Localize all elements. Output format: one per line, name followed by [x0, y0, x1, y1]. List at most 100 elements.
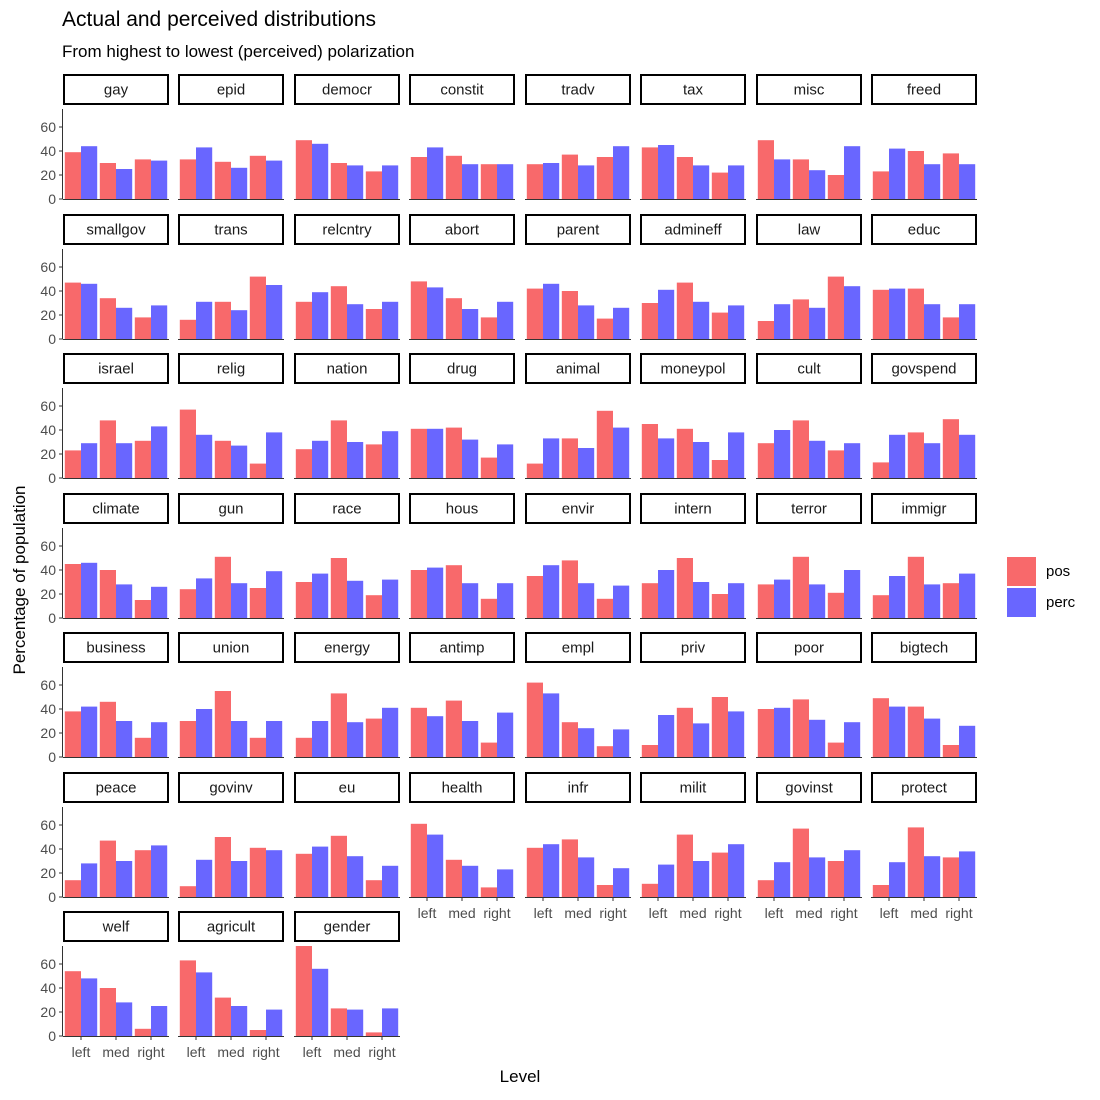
bar-empl-right-pos: [596, 746, 613, 757]
bar-race-left-pos: [295, 582, 312, 618]
bar-trans-left-perc: [196, 301, 213, 339]
bar-business-med-perc: [116, 721, 133, 757]
bar-gay-med-perc: [116, 169, 133, 199]
facet-strip-label-priv: priv: [681, 640, 706, 657]
legend-label-perc: perc: [1046, 594, 1076, 611]
bar-gender-med-pos: [330, 1008, 347, 1036]
bar-drug-med-perc: [462, 439, 479, 478]
bar-constit-right-perc: [497, 164, 514, 199]
bar-tradv-left-pos: [526, 164, 543, 199]
y-tick-label-20: 20: [40, 1004, 56, 1020]
x-tick-label-med: med: [564, 905, 591, 921]
bar-intern-med-pos: [676, 558, 693, 618]
facet-strip-label-energy: energy: [324, 640, 370, 657]
bar-priv-left-pos: [641, 745, 658, 757]
bar-climate-left-perc: [81, 562, 98, 618]
bar-relcntry-med-perc: [347, 304, 364, 339]
facet-strip-relig: [178, 353, 284, 384]
bar-cult-med-perc: [809, 440, 826, 478]
facet-strip-label-nation: nation: [327, 361, 368, 378]
y-tick-label-20: 20: [40, 307, 56, 323]
facet-strip-israel: [63, 353, 169, 384]
facet-strip-label-gun: gun: [218, 501, 243, 518]
facet-strip-label-peace: peace: [96, 780, 137, 797]
bar-milit-med-pos: [676, 834, 693, 897]
bar-milit-left-pos: [641, 883, 658, 897]
bar-business-med-pos: [99, 701, 116, 757]
bar-eu-right-pos: [365, 880, 382, 897]
bar-law-right-pos: [827, 276, 844, 339]
bar-immigr-right-perc: [959, 573, 976, 618]
x-tick-label-right: right: [714, 905, 741, 921]
bar-climate-left-pos: [64, 564, 81, 618]
bar-drug-med-pos: [445, 427, 462, 478]
bar-union-med-pos: [214, 691, 231, 757]
y-tick-label-0: 0: [48, 191, 56, 207]
facet-strip-freed: [871, 74, 977, 105]
facet-strip-label-cult: cult: [797, 361, 821, 378]
bar-tradv-right-perc: [613, 146, 630, 199]
bar-immigr-left-perc: [889, 576, 906, 618]
legend-item-pos: pos: [1007, 556, 1075, 587]
y-tick-label-60: 60: [40, 677, 56, 693]
bar-intern-right-pos: [711, 594, 728, 618]
bar-educ-right-perc: [959, 304, 976, 339]
bar-bigtech-left-pos: [872, 698, 889, 757]
bar-tax-right-perc: [728, 165, 745, 199]
bar-union-right-perc: [266, 721, 283, 757]
x-tick-label-right: right: [137, 1044, 164, 1060]
bar-race-right-pos: [365, 595, 382, 618]
facet-strip-relcntry: [294, 214, 400, 245]
bar-intern-left-pos: [641, 583, 658, 618]
bar-gun-left-perc: [196, 578, 213, 618]
bar-bigtech-right-pos: [942, 745, 959, 757]
x-tick-label-left: left: [765, 905, 784, 921]
bar-israel-med-perc: [116, 443, 133, 478]
y-tick-label-0: 0: [48, 610, 56, 626]
bar-govinv-med-pos: [214, 837, 231, 897]
facet-strip-label-tradv: tradv: [561, 82, 595, 99]
bar-race-right-perc: [382, 579, 399, 618]
bar-gender-right-pos: [365, 1032, 382, 1036]
facet-strip-business: [63, 632, 169, 663]
facet-strip-tradv: [525, 74, 631, 105]
bar-educ-left-perc: [889, 288, 906, 339]
facet-strip-immigr: [871, 493, 977, 524]
y-axis-label: Percentage of population: [10, 485, 29, 675]
x-tick-label-med: med: [910, 905, 937, 921]
bar-parent-med-perc: [578, 305, 595, 339]
facet-strip-label-moneypol: moneypol: [660, 361, 725, 378]
bar-trans-right-pos: [249, 276, 266, 339]
bar-govinst-med-pos: [792, 828, 809, 897]
facet-strip-label-epid: epid: [217, 82, 245, 99]
bar-poor-med-pos: [792, 699, 809, 757]
bar-epid-med-pos: [214, 161, 231, 199]
bar-animal-right-pos: [596, 410, 613, 478]
x-tick-label-med: med: [102, 1044, 129, 1060]
bar-poor-right-pos: [827, 742, 844, 757]
facet-strip-climate: [63, 493, 169, 524]
bar-protect-med-pos: [907, 827, 924, 897]
bar-epid-right-pos: [249, 155, 266, 199]
bar-peace-right-pos: [134, 850, 151, 897]
bar-animal-med-pos: [561, 438, 578, 478]
bar-agricult-left-perc: [196, 972, 213, 1036]
bar-welf-right-perc: [151, 1006, 168, 1036]
bar-relig-right-pos: [249, 463, 266, 478]
bar-gender-left-perc: [312, 968, 329, 1036]
bar-parent-left-pos: [526, 288, 543, 339]
bar-immigr-med-pos: [907, 556, 924, 618]
bar-govinst-med-perc: [809, 857, 826, 897]
bar-intern-right-perc: [728, 583, 745, 618]
bar-admineff-left-pos: [641, 303, 658, 339]
bar-trans-med-perc: [231, 310, 248, 339]
bar-admineff-med-perc: [693, 301, 710, 339]
x-tick-label-right: right: [830, 905, 857, 921]
bar-terror-left-pos: [757, 584, 774, 618]
y-tick-label-0: 0: [48, 749, 56, 765]
bar-tax-med-perc: [693, 165, 710, 199]
facet-strip-educ: [871, 214, 977, 245]
bar-empl-right-perc: [613, 729, 630, 757]
bar-protect-left-pos: [872, 885, 889, 897]
